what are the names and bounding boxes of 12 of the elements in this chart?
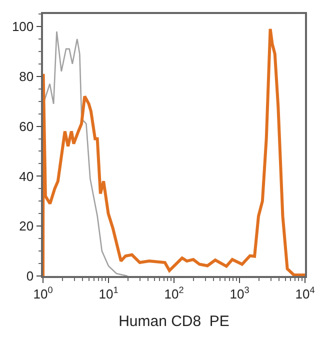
x-axis-title: Human CD8 PE: [118, 312, 230, 330]
x-tick-label: 10$^{0}$: [33, 284, 53, 302]
x-tick-label: 10$^{2}$: [164, 284, 184, 302]
y-tick-label: 60: [19, 118, 34, 134]
y-tick-label: 20: [19, 218, 34, 234]
y-tick-label: 100: [12, 19, 34, 34]
x-tick-label: 10$^{3}$: [230, 284, 250, 302]
y-tick-label: 80: [19, 68, 34, 84]
x-tick-label: 10$^{1}$: [98, 284, 118, 302]
y-tick-label: 0: [26, 268, 34, 284]
x-tick-label: 10$^{4}$: [295, 284, 315, 302]
y-tick-label: 40: [19, 168, 34, 184]
